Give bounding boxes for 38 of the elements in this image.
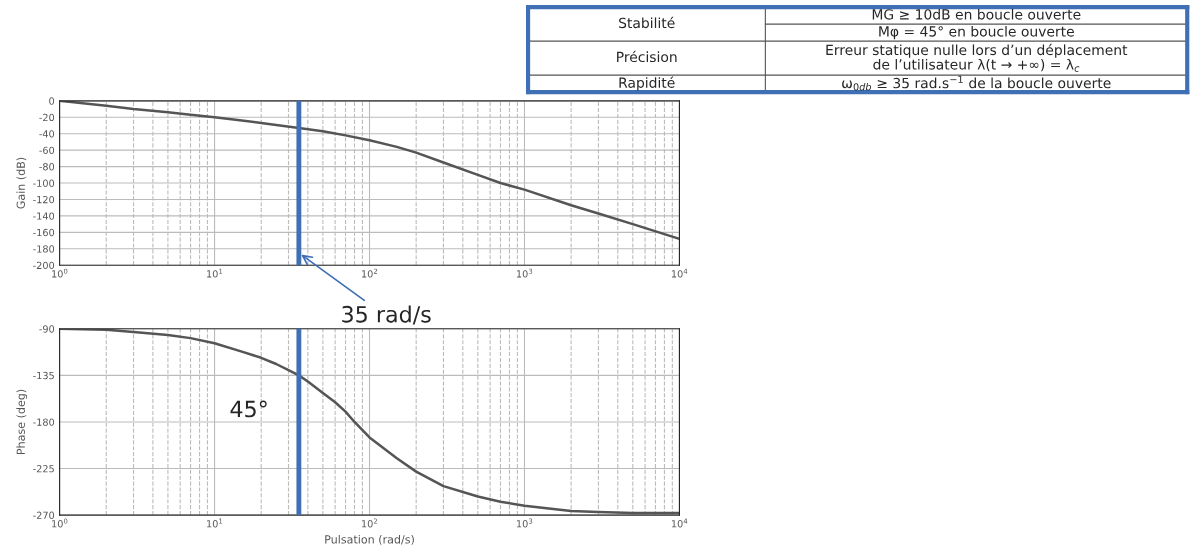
y-tick-label: -120	[33, 195, 55, 204]
y-tick-label: -140	[33, 212, 55, 220]
y-tick-label: -180	[33, 418, 55, 426]
y-tick-label: -80	[39, 163, 55, 171]
x-tick-label: 10$^{3}$	[516, 518, 533, 528]
x-tick-label: 10$^{3}$	[516, 268, 533, 278]
x-tick-label: 10$^{4}$	[671, 518, 688, 528]
x-tick-label: 10$^{0}$	[52, 518, 68, 528]
x-tick-label: 10$^{2}$	[362, 268, 378, 278]
y-tick-label: -160	[33, 228, 55, 237]
y-tick-label: -40	[39, 130, 55, 138]
y-tick-label: -20	[39, 113, 55, 122]
y-tick-label: -225	[33, 465, 54, 473]
y-tick-label: -60	[39, 146, 55, 154]
y-tick-label: -200	[33, 261, 55, 270]
annotation: 45°	[230, 400, 267, 418]
text: Mφ = 45° en boucle ouverte	[879, 25, 1074, 40]
y-tick-label: -135	[33, 371, 54, 380]
y-tick-label: 0	[49, 97, 55, 105]
y-tick-label: -270	[33, 511, 55, 519]
text: Stabilité	[619, 16, 675, 29]
text: Précision	[617, 50, 677, 63]
text: Rapidité	[619, 76, 675, 91]
y-axis-title: Gain (dB)	[16, 157, 27, 209]
text: Erreur statique nulle lors d’un déplacement de l’utilisateur λ(t → +∞) = λ$_{c}$	[826, 43, 1128, 72]
text: MG ≥ 10dB en boucle ouverte	[872, 8, 1081, 20]
x-tick-label: 10$^{4}$	[671, 268, 688, 278]
x-axis-title: Pulsation (rad/s)	[325, 534, 414, 545]
y-tick-label: -180	[33, 245, 55, 253]
x-tick-label: 10$^{0}$	[52, 268, 68, 278]
text: ω$_{0db}$ ≥ 35 rad.s$^{−1}$ de la boucle ouverte	[842, 75, 1111, 91]
x-tick-label: 10$^{2}$	[362, 518, 378, 528]
x-tick-label: 10$^{1}$	[207, 268, 223, 278]
y-axis-title: Phase (deg)	[16, 389, 28, 455]
x-tick-label: 10$^{1}$	[207, 518, 223, 528]
annotation: 35 rad/s	[342, 305, 431, 325]
y-tick-label: -90	[39, 325, 55, 333]
y-tick-label: -100	[33, 179, 55, 187]
